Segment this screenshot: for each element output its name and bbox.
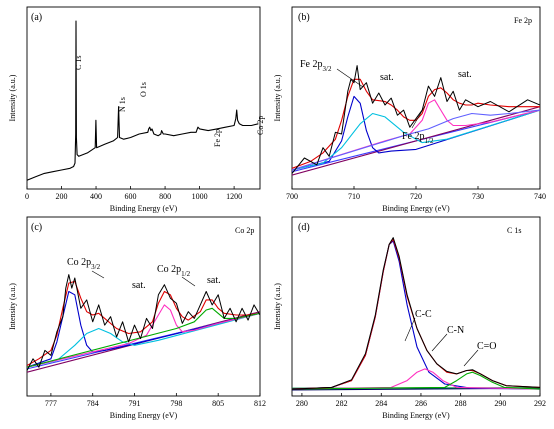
x-tick-label: 800 [159, 192, 171, 201]
series-background [292, 106, 540, 176]
x-tick-label: 730 [472, 192, 484, 201]
x-tick-label: 286 [415, 399, 427, 408]
x-tick-label: 777 [45, 399, 57, 408]
panel-title: C 1s [507, 226, 521, 235]
annotation-leader [336, 68, 364, 88]
chart-panel-a: 0 200 400 600 800 1000 1200 Binding Energy (eV)… [8, 6, 265, 213]
series-c-o [292, 371, 540, 390]
x-tick-label: 740 [534, 192, 546, 201]
y-axis-label: Intensity (a.u.) [273, 74, 282, 121]
series-data [292, 237, 540, 390]
y-axis-label: Intensity (a.u.) [8, 283, 17, 330]
x-tick-label: 200 [56, 192, 68, 201]
y-axis-label: Intensity (a.u.) [8, 74, 17, 121]
x-tick-label: 288 [455, 399, 467, 408]
chart-panel-b: 700 710 720 730 740 Binding Energy (eV) Intens… [273, 6, 546, 213]
series-fit [27, 280, 260, 366]
panel-title: Co 2p [235, 226, 254, 235]
plot-area [292, 237, 540, 391]
x-tick-label: 1000 [192, 192, 208, 201]
x-axis-label: Binding Energy (eV) [110, 411, 178, 420]
plot-frame [291, 216, 541, 397]
plot-area [292, 65, 540, 176]
peak-annotation: C=O [477, 341, 497, 352]
panel-label: (c) [31, 222, 42, 233]
x-tick-label: 284 [375, 399, 387, 408]
x-tick-label: 805 [212, 399, 224, 408]
x-tick-label: 292 [534, 399, 546, 408]
x-tick-label: 710 [348, 192, 360, 201]
peak-annotation: Fe 2p [213, 129, 222, 147]
peak-annotation: Fe 2p1/2 [402, 131, 434, 145]
series-fe-2p3-2-sat- [292, 109, 540, 171]
peak-annotation: Co 2p [256, 116, 265, 135]
annotation-leader [404, 317, 416, 342]
y-axis-label: Intensity (a.u.) [273, 283, 282, 330]
peak-annotation: Co 2p1/2 [157, 264, 191, 278]
chart-panel-c: 777 784 791 798 805 812 Binding Energy (eV) Int… [8, 216, 266, 420]
peak-annotation: Fe 2p3/2 [300, 59, 332, 73]
annotation-leader [411, 105, 426, 129]
series-fe-2p3-2 [292, 95, 540, 171]
x-tick-label: 600 [125, 192, 137, 201]
x-tick-label: 0 [25, 192, 29, 201]
x-tick-label: 798 [170, 399, 182, 408]
peak-annotation: sat. [132, 280, 146, 291]
x-tick-label: 282 [336, 399, 348, 408]
x-tick-label: 812 [254, 399, 266, 408]
x-tick-label: 1200 [226, 192, 242, 201]
series-co-2p3-2-sat- [27, 312, 260, 368]
annotation-leader [181, 276, 196, 287]
peak-annotation: Co 2p3/2 [67, 257, 101, 271]
series-data [27, 274, 260, 371]
x-tick-label: 784 [87, 399, 99, 408]
series-c-n [292, 368, 540, 390]
x-axis-label: Binding Energy (eV) [382, 204, 450, 213]
series-survey [27, 20, 259, 181]
plot-area [27, 20, 259, 181]
x-tick-label: 290 [494, 399, 506, 408]
x-tick-label: 400 [90, 192, 102, 201]
plot-area [27, 274, 260, 373]
peak-annotation: sat. [380, 72, 394, 83]
plot-frame [26, 216, 261, 397]
peak-annotation: sat. [207, 275, 221, 286]
peak-annotation: sat. [458, 69, 472, 80]
series-co-2p3-2 [27, 290, 260, 368]
peak-annotation: C-C [415, 309, 432, 320]
peak-annotation: C-N [447, 325, 464, 336]
panel-title: Fe 2p [514, 16, 532, 25]
annotation-leader [431, 333, 448, 352]
series-fe-2p1-2-sat- [292, 109, 540, 171]
x-axis-label: Binding Energy (eV) [110, 204, 178, 213]
panel-label: (a) [31, 12, 42, 23]
panel-label: (b) [298, 12, 310, 23]
x-tick-label: 791 [129, 399, 141, 408]
annotation-leader [463, 349, 479, 367]
peak-annotation: C 1s [74, 56, 83, 70]
peak-annotation: N 1s [118, 97, 127, 112]
x-axis-label: Binding Energy (eV) [382, 411, 450, 420]
x-tick-label: 700 [286, 192, 298, 201]
x-tick-label: 280 [296, 399, 308, 408]
peak-annotation: O 1s [139, 82, 148, 97]
x-tick-label: 720 [410, 192, 422, 201]
annotation-leader [91, 270, 105, 279]
series-data [292, 65, 540, 174]
plot-frame [26, 6, 261, 190]
chart-panel-d: 280 282 284 286 288 290 292 Binding Energy (eV)… [273, 216, 546, 420]
panel-label: (d) [298, 222, 310, 233]
